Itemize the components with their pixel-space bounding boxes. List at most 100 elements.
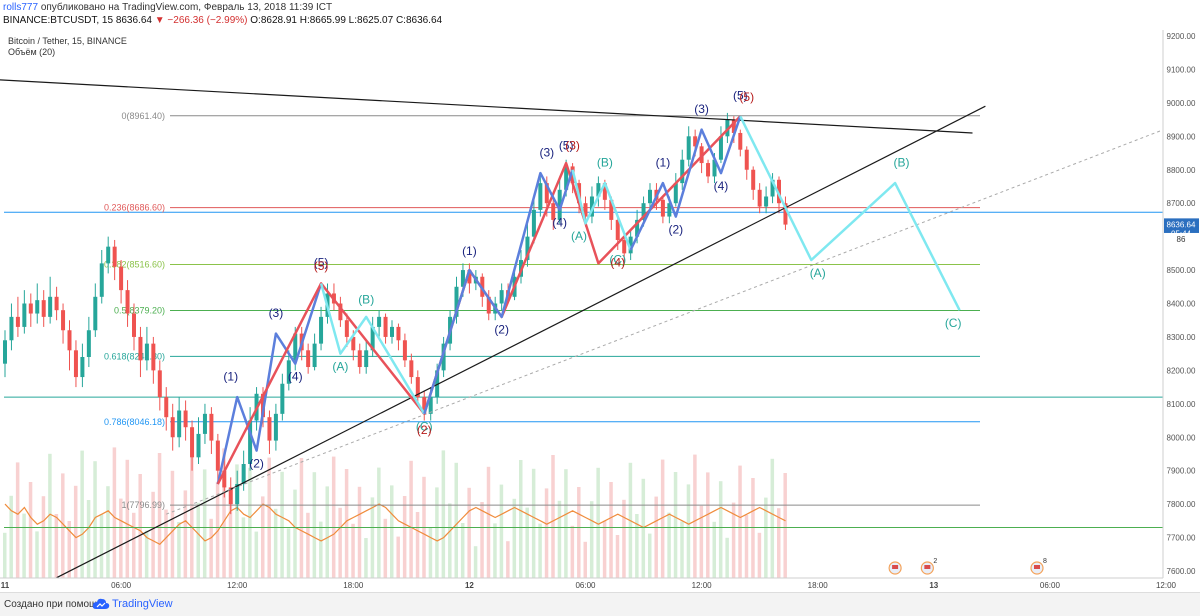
candle-body — [648, 189, 652, 204]
candle-body — [151, 343, 156, 371]
volume-bar — [35, 531, 39, 578]
volume-bar — [718, 481, 723, 578]
volume-bar — [28, 482, 33, 578]
volume-bar — [660, 459, 665, 578]
candle-body — [551, 203, 556, 220]
price-tick-label: 8300.00 — [1167, 333, 1196, 342]
candle-body — [383, 316, 388, 337]
wave-label: (2) — [494, 323, 509, 337]
candle-body — [538, 183, 543, 210]
candle-body — [286, 360, 291, 384]
candle-body — [706, 163, 711, 177]
wave-path — [319, 283, 426, 415]
candle-body — [731, 119, 736, 133]
volume-bar — [725, 537, 729, 578]
volume-bar — [364, 538, 368, 578]
candle-body — [28, 303, 33, 314]
candle-body — [170, 417, 175, 438]
candle-body — [351, 336, 356, 351]
volume-bar — [138, 474, 142, 578]
candle-body — [377, 316, 382, 327]
volume-bar — [196, 502, 200, 578]
candle-body — [777, 179, 781, 204]
volume-bar — [596, 467, 600, 578]
publication-line: rolls777 опубликовано на TradingView.com… — [3, 2, 332, 13]
candle-body — [686, 136, 691, 160]
price-axis-bg — [1163, 30, 1200, 592]
volume-bar — [112, 447, 117, 578]
wave-label: (A) — [571, 229, 587, 243]
author-link[interactable]: rolls777 — [3, 2, 39, 13]
time-tick-label: 13 — [929, 581, 938, 590]
candle-body — [273, 413, 278, 441]
volume-bar — [622, 499, 626, 578]
event-flag-icon[interactable]: 8 — [1030, 558, 1047, 575]
candle-body — [615, 219, 620, 240]
wave-label: (B) — [894, 155, 910, 169]
trendline — [166, 115, 1199, 515]
tradingview-brand[interactable]: TradingView — [112, 598, 173, 610]
volume-bar — [99, 514, 104, 578]
event-flag-icon[interactable] — [888, 561, 902, 575]
volume-line: Объём (20) — [8, 47, 55, 57]
price-change: ▼ −266.36 (−2.99%) — [154, 15, 248, 26]
candle-body — [241, 464, 246, 485]
candle-body — [596, 183, 601, 197]
candle-body — [80, 357, 85, 378]
volume-bar — [609, 482, 613, 578]
publication-header: rolls777 опубликовано на TradingView.com… — [0, 0, 1200, 30]
volume-bar — [731, 502, 736, 578]
candle-body — [357, 350, 362, 368]
wave-label: (5) — [733, 89, 748, 103]
candle-body — [106, 246, 111, 264]
wave-label: (5) — [739, 90, 754, 104]
volume-bar — [119, 498, 123, 578]
candle-body — [48, 296, 53, 317]
event-flag-stripe — [892, 565, 899, 569]
price-tick-label: 7600.00 — [1167, 567, 1196, 576]
volume-bar — [512, 498, 517, 578]
candle-body — [267, 417, 272, 441]
volume-bar — [202, 469, 207, 578]
tradingview-cloud-icon — [92, 598, 110, 609]
candle-body — [609, 199, 614, 220]
volume-bar — [435, 487, 439, 578]
volume-bar — [73, 485, 78, 578]
volume-bar — [54, 514, 59, 578]
price-tick-label: 8000.00 — [1167, 433, 1196, 442]
quote-line: BINANCE:BTCUSDT, 15 8636.64 ▼ −266.36 (−… — [3, 15, 442, 26]
candle-body — [667, 203, 672, 217]
volume-bar — [273, 508, 278, 578]
candle-body — [209, 413, 214, 441]
volume-bar — [460, 523, 465, 578]
volume-bar — [209, 518, 213, 578]
time-tick-label: 18:00 — [343, 581, 364, 590]
fib-level-label: 0.382(8516.60) — [104, 260, 165, 270]
price-tick-label: 7700.00 — [1167, 534, 1196, 543]
price-tick-label: 8100.00 — [1167, 400, 1196, 409]
volume-bar — [177, 522, 181, 578]
candle-body — [583, 203, 588, 217]
candle-body — [228, 487, 233, 505]
volume-bar — [467, 487, 471, 578]
candle-body — [486, 296, 491, 314]
candle-body — [441, 343, 446, 371]
chart-background — [0, 30, 1200, 592]
candle-body — [177, 410, 182, 438]
made-with-text: Создано при помощи — [4, 599, 103, 610]
volume-bar — [67, 521, 71, 578]
volume-bar — [357, 486, 362, 578]
trendline — [56, 105, 986, 579]
volume-bar — [506, 541, 510, 578]
wave-label: (5) — [559, 139, 574, 153]
volume-bar — [61, 473, 65, 578]
ohlc-values: O:8628.91 H:8665.99 L:8625.07 C:8636.64 — [250, 15, 443, 26]
fib-level-label: 0(8961.40) — [121, 111, 165, 121]
wave-label: (4) — [610, 256, 625, 270]
candle-body — [622, 239, 627, 254]
candle-body — [738, 132, 743, 150]
event-flag-icon[interactable]: 2 — [920, 558, 937, 575]
wave-label: (C) — [416, 420, 433, 434]
volume-bar — [680, 521, 684, 578]
